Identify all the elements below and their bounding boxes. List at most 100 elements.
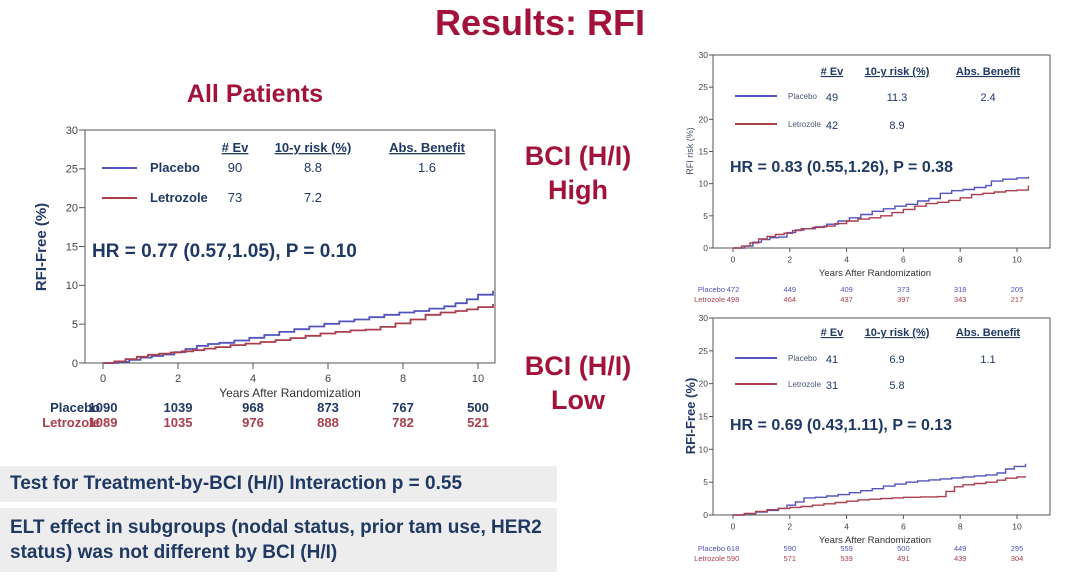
y-tick-label: 15 [66, 241, 78, 253]
placebo-curve [733, 176, 1030, 249]
at-risk-value: 1039 [164, 400, 193, 415]
at-risk-value: 782 [392, 415, 414, 430]
at-risk-value: 449 [784, 285, 797, 294]
legend-header-risk: 10-y risk (%) [865, 327, 930, 339]
letrozole-curve [733, 476, 1027, 516]
y-axis-label: RFI risk (%) [685, 127, 695, 175]
x-tick-label: 8 [958, 522, 963, 532]
x-axis-label: Years After Randomization [819, 535, 931, 546]
at-risk-value: 618 [727, 544, 740, 553]
y-axis-label: RFI-Free (%) [685, 378, 698, 455]
legend: # Ev 10-y risk (%) Abs. Benefit Placebo … [735, 66, 1020, 132]
y-tick-label: 5 [703, 211, 708, 221]
letrozole-events: 42 [826, 120, 838, 132]
y-tick-label: 0 [72, 358, 78, 370]
x-tick-label: 8 [958, 255, 963, 265]
at-risk-value: 590 [727, 554, 740, 563]
all-patients-heading: All Patients [186, 80, 324, 108]
all-patients-chart: RFI-Free (%) Years After Randomization 0… [33, 125, 496, 430]
y-tick-label: 25 [699, 82, 709, 92]
hr-annotation: HR = 0.77 (0.57,1.05), P = 0.10 [92, 241, 357, 262]
interaction-test-note: Test for Treatment-by-BCI (H/I) Interact… [0, 466, 557, 502]
placebo-legend-label: Placebo [150, 160, 200, 175]
x-tick-label: 6 [325, 373, 331, 385]
placebo-risk: 6.9 [889, 354, 904, 366]
x-tick-label: 0 [731, 255, 736, 265]
at-risk-value: 409 [840, 285, 853, 294]
x-tick-label: 6 [901, 522, 906, 532]
legend-header-ev: # Ev [222, 140, 250, 155]
x-tick-label: 10 [472, 373, 484, 385]
bci-high-label: BCI (H/I) High [498, 140, 658, 208]
letrozole-curve [103, 304, 494, 364]
letrozole-legend-label: Letrozole [788, 380, 821, 389]
at-risk-value: 498 [727, 295, 740, 304]
letrozole-curve [733, 185, 1030, 249]
at-risk-row-label: Letrozole [42, 415, 100, 430]
y-tick-label: 15 [699, 411, 709, 421]
placebo-legend-label: Placebo [788, 92, 817, 101]
x-tick-label: 0 [100, 373, 106, 385]
letrozole-risk: 8.9 [889, 120, 904, 132]
at-risk-value: 318 [954, 285, 967, 294]
abs-benefit-value: 2.4 [980, 92, 995, 104]
at-risk-value: 767 [392, 400, 414, 415]
y-tick-label: 30 [66, 125, 78, 137]
x-tick-label: 6 [901, 255, 906, 265]
y-tick-label: 5 [703, 477, 708, 487]
at-risk-value: 304 [1011, 554, 1024, 563]
y-tick-label: 20 [699, 379, 709, 389]
x-tick-label: 8 [400, 373, 406, 385]
y-tick-label: 30 [699, 50, 709, 60]
placebo-curve [103, 290, 494, 364]
legend: # Ev 10-y risk (%) Abs. Benefit Placebo … [102, 140, 466, 205]
letrozole-risk: 5.8 [889, 380, 904, 392]
bci-low-label-line2: Low [551, 384, 605, 415]
y-tick-label: 20 [699, 114, 709, 124]
x-tick-label: 4 [844, 522, 849, 532]
at-risk-row-label: Letrozole [694, 295, 725, 304]
at-risk-value: 449 [954, 544, 967, 553]
letrozole-legend-label: Letrozole [150, 190, 208, 205]
legend: # Ev 10-y risk (%) Abs. Benefit Placebo … [735, 327, 1020, 392]
x-tick-label: 4 [844, 255, 849, 265]
at-risk-value: 397 [897, 295, 910, 304]
y-axis-label: RFI-Free (%) [33, 203, 50, 291]
letrozole-events: 31 [826, 380, 838, 392]
placebo-events: 41 [826, 354, 838, 366]
legend-header-risk: 10-y risk (%) [275, 140, 352, 155]
x-tick-label: 10 [1012, 522, 1022, 532]
y-tick-label: 25 [699, 346, 709, 356]
x-axis-label: Years After Randomization [219, 386, 361, 400]
legend-header-benefit: Abs. Benefit [956, 66, 1021, 78]
page-title: Results: RFI [434, 2, 646, 43]
legend-header-benefit: Abs. Benefit [389, 140, 466, 155]
y-tick-label: 15 [699, 146, 709, 156]
y-tick-label: 5 [72, 319, 78, 331]
at-risk-value: 500 [467, 400, 489, 415]
hr-annotation: HR = 0.69 (0.43,1.11), P = 0.13 [730, 417, 952, 434]
letrozole-risk: 7.2 [304, 190, 322, 205]
at-risk-value: 500 [897, 544, 910, 553]
placebo-legend-label: Placebo [788, 354, 817, 363]
x-tick-label: 0 [731, 522, 736, 532]
y-tick-label: 0 [703, 510, 708, 520]
at-risk-row-label: Letrozole [694, 554, 725, 563]
at-risk-value: 491 [897, 554, 910, 563]
at-risk-value: 590 [784, 544, 797, 553]
at-risk-value: 1090 [89, 400, 118, 415]
bci-low-label-line1: BCI (H/I) [524, 351, 632, 381]
at-risk-value: 373 [897, 285, 910, 294]
at-risk-value: 217 [1011, 295, 1024, 304]
letrozole-legend-label: Letrozole [788, 120, 821, 129]
bci-high-chart: RFI risk (%) Years After Randomization 0… [685, 50, 1051, 304]
at-risk-value: 1035 [164, 415, 193, 430]
placebo-events: 90 [228, 160, 242, 175]
at-risk-row-label: Placebo [698, 285, 725, 294]
at-risk-value: 559 [840, 544, 853, 553]
placebo-events: 49 [826, 92, 838, 104]
at-risk-value: 976 [242, 415, 264, 430]
x-axis-label: Years After Randomization [819, 268, 931, 279]
x-tick-label: 10 [1012, 255, 1022, 265]
at-risk-value: 571 [784, 554, 797, 563]
